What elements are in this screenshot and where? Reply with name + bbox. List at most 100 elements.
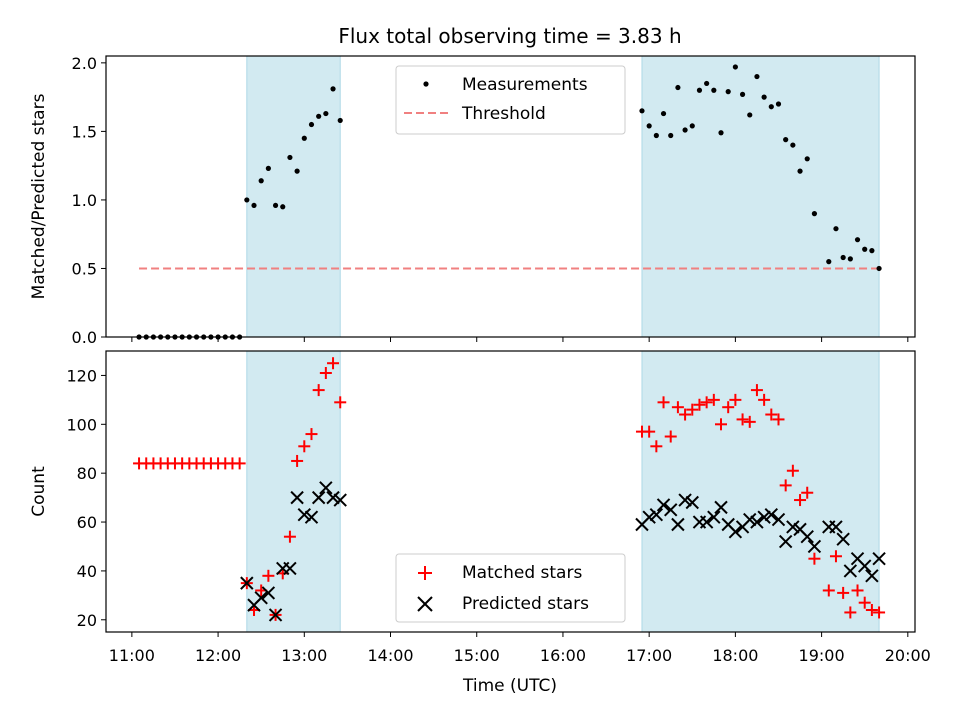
matched-star-point xyxy=(794,494,807,507)
predicted-star-point xyxy=(707,510,721,524)
observing-window xyxy=(641,350,880,633)
y-axis-label: Matched/Predicted stars xyxy=(29,93,49,299)
matched-star-point xyxy=(693,398,706,411)
count-panel-frame xyxy=(105,350,916,633)
y-axis-ticks: 20 40 60 80 100 120 xyxy=(66,366,106,630)
matched-star-point xyxy=(808,552,821,565)
measurement-point xyxy=(646,123,652,129)
x-tick-label: 13:00 xyxy=(281,646,327,665)
measurement-point xyxy=(337,117,343,124)
matched-star-point xyxy=(334,396,347,409)
y-tick-label: 40 xyxy=(77,562,97,581)
x-tick-label: 20:00 xyxy=(885,646,931,665)
measurement-point xyxy=(704,80,710,87)
predicted-star-point xyxy=(778,534,793,549)
predicted-star-point xyxy=(664,503,678,517)
measurement-point xyxy=(668,132,674,139)
matched-star-point xyxy=(643,425,656,438)
measurement-point xyxy=(308,121,315,128)
chart-title: Flux total observing time = 3.83 h xyxy=(338,24,681,48)
matched-star-point xyxy=(671,401,684,414)
matched-star-point xyxy=(844,606,857,619)
matched-star-point xyxy=(700,396,713,409)
predicted-star-point xyxy=(283,561,297,576)
legend-marker-matched xyxy=(418,566,432,580)
matched-star-point xyxy=(750,384,763,397)
y-axis-label: Count xyxy=(29,466,49,517)
matched-star-point xyxy=(743,415,756,428)
measurement-point xyxy=(258,178,264,184)
measurement-point xyxy=(711,87,717,93)
predicted-star-point xyxy=(829,520,843,534)
measurement-point xyxy=(280,204,286,210)
measurement-point xyxy=(775,101,782,107)
matched-star-point xyxy=(298,440,311,453)
matched-star-point xyxy=(801,486,814,499)
predicted-star-point xyxy=(290,490,304,505)
measurement-point xyxy=(323,110,329,117)
matched-star-point xyxy=(765,408,778,421)
predicted-star-point xyxy=(268,608,283,622)
legend: Matched stars Predicted stars xyxy=(395,553,626,623)
predicted-star-point xyxy=(728,525,743,539)
predicted-star-point xyxy=(699,515,714,529)
predicted-star-point xyxy=(319,481,333,495)
x-tick-label: 12:00 xyxy=(195,646,241,665)
measurement-point xyxy=(639,108,645,114)
legend-label-measurements: Measurements xyxy=(462,75,588,95)
predicted-star-point xyxy=(872,551,886,566)
legend: Measurements Threshold xyxy=(395,65,626,135)
measurement-point xyxy=(689,123,695,129)
measurement-point xyxy=(696,87,703,93)
y-tick-label: 0.5 xyxy=(72,259,97,278)
matched-star-point xyxy=(865,604,878,617)
x-tick-label: 11:00 xyxy=(109,646,155,665)
measurement-point xyxy=(854,237,861,243)
measurement-point xyxy=(682,127,688,133)
predicted-star-point xyxy=(642,510,656,524)
predicted-star-point xyxy=(743,512,757,527)
measurement-point xyxy=(833,226,839,232)
observing-window xyxy=(641,55,880,338)
matched-star-point xyxy=(664,430,677,443)
measurement-point xyxy=(761,94,767,100)
measurement-point xyxy=(330,86,336,92)
matched-star-point xyxy=(305,428,318,441)
measurement-point xyxy=(675,84,681,91)
matched-star-point xyxy=(722,401,735,414)
predicted-star-point xyxy=(333,493,347,507)
legend-box xyxy=(395,65,626,135)
matched-stars-points xyxy=(133,357,886,621)
predicted-star-point xyxy=(714,500,728,515)
predicted-star-point xyxy=(843,564,858,578)
predicted-star-point xyxy=(656,498,671,512)
matched-star-point xyxy=(686,403,699,416)
measurement-point xyxy=(862,246,868,252)
y-axis-ticks: 0.0 0.5 1.0 1.5 2.0 xyxy=(72,54,106,347)
y-tick-label: 1.0 xyxy=(72,191,97,210)
measurement-point xyxy=(251,202,257,209)
measurement-point xyxy=(869,248,875,254)
y-tick-label: 100 xyxy=(66,415,97,434)
measurement-point xyxy=(739,91,746,97)
measurement-point xyxy=(244,197,250,203)
predicted-star-point xyxy=(757,510,771,524)
legend-label-matched: Matched stars xyxy=(462,563,582,583)
predicted-star-point xyxy=(326,490,340,505)
measurement-point xyxy=(272,202,279,209)
matched-star-point xyxy=(837,586,850,599)
predicted-star-point xyxy=(311,490,326,505)
predicted-star-point xyxy=(678,493,692,507)
measurement-point xyxy=(754,73,760,80)
ratio-panel-frame xyxy=(105,55,916,338)
predicted-star-point xyxy=(261,586,276,600)
measurement-point xyxy=(847,256,853,262)
predicted-star-point xyxy=(254,591,268,605)
matched-star-point xyxy=(851,584,864,597)
measurement-point xyxy=(316,113,322,119)
measurement-point xyxy=(718,130,724,136)
predicted-star-point xyxy=(304,510,319,524)
predicted-star-point xyxy=(240,576,254,590)
measurement-point xyxy=(811,211,818,217)
matched-star-point xyxy=(319,366,332,379)
